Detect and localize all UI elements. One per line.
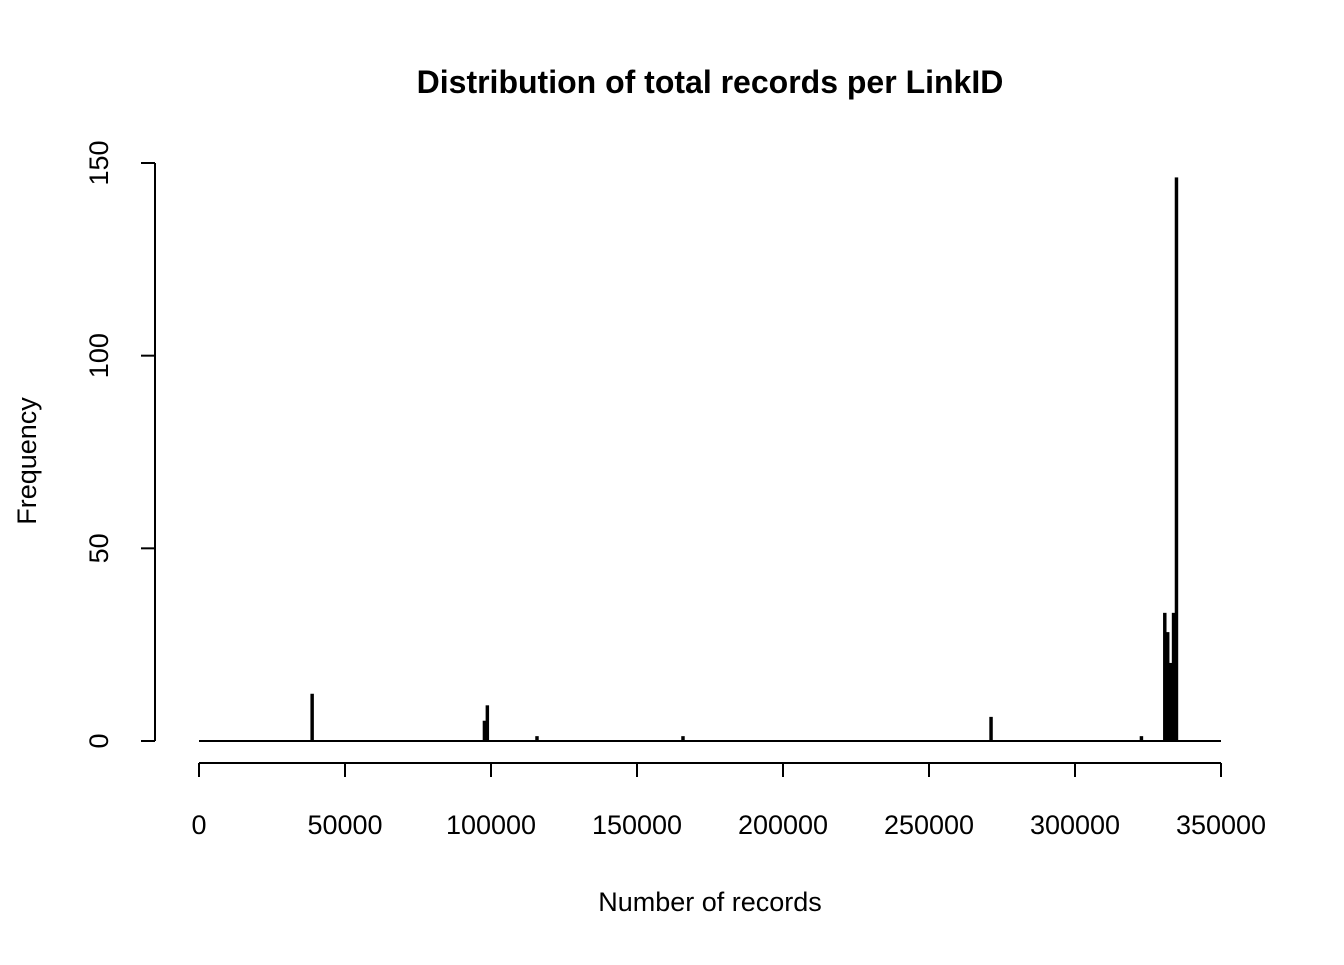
- histogram-bar: [1165, 632, 1170, 743]
- x-tick-label: 300000: [1030, 810, 1120, 840]
- x-tick-label: 350000: [1176, 810, 1266, 840]
- y-tick-label: 150: [84, 140, 114, 185]
- y-tick-label: 100: [84, 333, 114, 378]
- x-tick-label: 250000: [884, 810, 974, 840]
- histogram-bar: [535, 736, 539, 743]
- y-axis: 0 50 100 150: [84, 140, 156, 749]
- x-tick-label: 150000: [592, 810, 682, 840]
- histogram-bar: [1174, 177, 1179, 742]
- chart-title: Distribution of total records per LinkID: [417, 64, 1004, 100]
- histogram-bar: [1168, 662, 1173, 743]
- histogram-bar: [310, 693, 314, 743]
- x-tick-label: 50000: [307, 810, 382, 840]
- y-tick-label: 0: [84, 733, 114, 748]
- histogram-bar: [482, 720, 487, 743]
- x-axis-label: Number of records: [598, 887, 822, 917]
- x-axis: 0 50000 100000 150000 200000 250000 300000 3500…: [191, 762, 1266, 840]
- x-tick-label: 0: [191, 810, 206, 840]
- histogram-bar: [485, 705, 490, 743]
- histogram-bars: [310, 177, 1179, 743]
- x-tick-label: 200000: [738, 810, 828, 840]
- x-tick-label: 100000: [446, 810, 536, 840]
- histogram-bar: [1171, 612, 1176, 743]
- histogram-bar: [1139, 736, 1144, 743]
- y-tick-label: 50: [84, 533, 114, 563]
- y-axis-label: Frequency: [12, 397, 42, 525]
- histogram-bar: [681, 736, 685, 743]
- histogram-bar: [1163, 612, 1167, 743]
- histogram-bar: [989, 716, 993, 743]
